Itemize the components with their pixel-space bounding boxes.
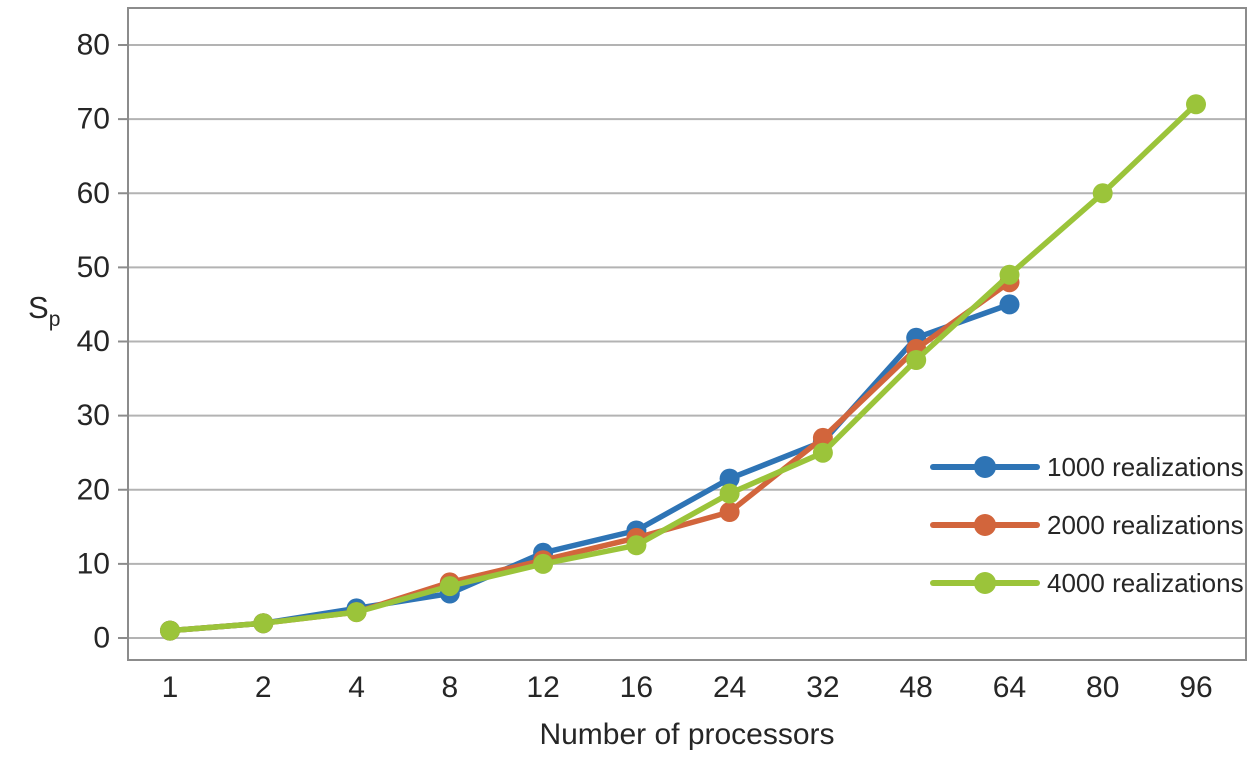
- y-tick-label: 50: [77, 251, 110, 284]
- data-point: [1092, 183, 1113, 204]
- data-point: [719, 483, 740, 504]
- data-point: [253, 613, 274, 634]
- y-tick-label: 10: [77, 547, 110, 580]
- data-point: [346, 602, 367, 623]
- x-tick-label: 64: [993, 671, 1026, 704]
- legend-label: 2000 realizations: [1047, 510, 1244, 540]
- plot-border: [127, 7, 1247, 661]
- legend-item: 1000 realizations: [930, 452, 1244, 482]
- y-tick-label: 70: [77, 103, 110, 136]
- x-tick-label: 16: [620, 671, 653, 704]
- legend: 1000 realizations 2000 realizations 4000 r…: [930, 452, 1244, 598]
- y-tick-label: 30: [77, 399, 110, 432]
- y-tick-label: 40: [77, 325, 110, 358]
- y-axis-label-main: S: [28, 290, 49, 325]
- data-series: [160, 94, 1206, 641]
- data-point: [719, 468, 740, 489]
- legend-item: 2000 realizations: [930, 510, 1244, 540]
- series-line: [167, 101, 1199, 634]
- legend-label: 1000 realizations: [1047, 452, 1244, 482]
- y-tick-label: 20: [77, 473, 110, 506]
- x-tick-label: 8: [441, 671, 458, 704]
- x-tick-label: 80: [1086, 671, 1119, 704]
- x-tick-label: 24: [713, 671, 746, 704]
- legend-item: 4000 realizations: [930, 568, 1244, 598]
- data-point: [160, 620, 180, 641]
- data-point: [999, 264, 1020, 285]
- x-tick-label: 32: [806, 671, 839, 704]
- x-tick-label: 96: [1179, 671, 1212, 704]
- data-point: [439, 576, 460, 597]
- x-tick-label: 2: [255, 671, 272, 704]
- x-tick-label: 4: [348, 671, 365, 704]
- y-axis-label-subscript: p: [49, 308, 61, 331]
- y-axis-label: Sp: [28, 290, 60, 331]
- x-tick-label: 12: [526, 671, 559, 704]
- legend-marker: [974, 572, 996, 594]
- data-point: [719, 502, 740, 522]
- data-point: [533, 553, 554, 574]
- series-line: [167, 301, 1013, 634]
- legend-marker: [974, 514, 996, 536]
- y-tick-label: 60: [77, 177, 110, 210]
- y-tick-label: 0: [93, 622, 110, 655]
- series-line: [167, 279, 1013, 634]
- data-point: [1186, 94, 1206, 115]
- data-point: [626, 535, 647, 556]
- axes: Sp Number of processors: [28, 290, 835, 751]
- data-point: [999, 294, 1020, 315]
- data-point: [812, 442, 833, 463]
- y-tick-label: 80: [77, 29, 110, 62]
- x-tick-label: 48: [899, 671, 932, 704]
- data-point: [906, 350, 927, 370]
- x-axis-label: Number of processors: [539, 718, 834, 751]
- legend-label: 4000 realizations: [1047, 568, 1244, 598]
- legend-marker: [974, 456, 996, 478]
- x-tick-label: 1: [162, 671, 179, 704]
- data-point: [812, 427, 833, 448]
